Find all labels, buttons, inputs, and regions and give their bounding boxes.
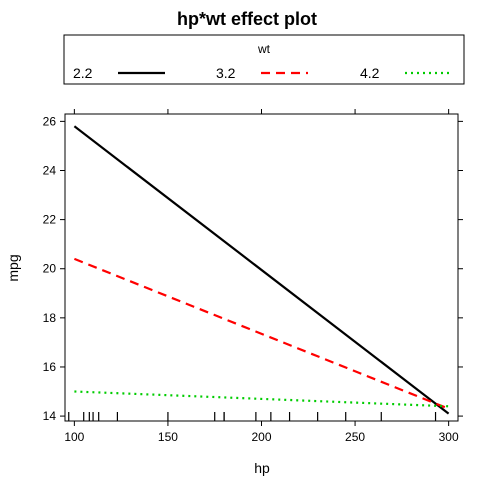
legend-label-4.2: 4.2 (360, 65, 380, 81)
x-tick-label: 150 (158, 430, 178, 444)
y-tick-label: 16 (43, 360, 57, 374)
y-tick-label: 14 (43, 409, 57, 423)
legend-box (63, 34, 465, 85)
series-line-wt-4.2 (74, 390, 449, 408)
x-tick-label: 100 (64, 430, 84, 444)
x-axis-label: hp (254, 460, 270, 476)
series-line-wt-2.2 (73, 125, 450, 415)
x-tick-label: 250 (345, 430, 365, 444)
chart-title: hp*wt effect plot (177, 9, 317, 29)
plot-area: 100 150 200 250 300 14 16 18 20 22 24 26 (43, 109, 463, 444)
y-axis-label: mpg (5, 254, 21, 281)
x-tick-label: 200 (251, 430, 271, 444)
legend: wt 2.2 3.2 4.2 (63, 34, 465, 85)
legend-title: wt (257, 42, 271, 56)
legend-label-2.2: 2.2 (73, 65, 93, 81)
y-tick-label: 24 (43, 163, 57, 177)
y-tick-label: 22 (43, 213, 57, 227)
legend-label-3.2: 3.2 (216, 65, 236, 81)
y-tick-label: 18 (43, 311, 57, 325)
y-tick-label: 26 (43, 114, 57, 128)
x-tick-label: 300 (439, 430, 459, 444)
series-line-wt-3.2 (73, 257, 450, 410)
y-tick-label: 20 (43, 262, 57, 276)
